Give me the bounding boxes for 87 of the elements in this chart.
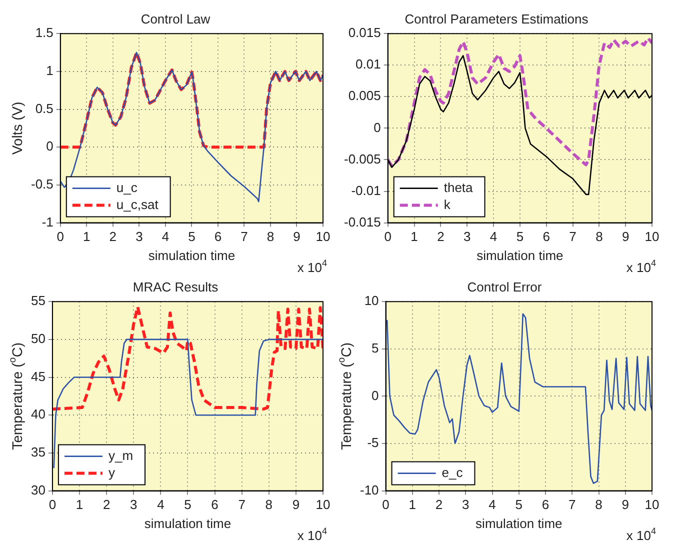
y-tick-label: 0.015 <box>348 25 381 40</box>
line-series <box>60 51 323 149</box>
y-tick-label: 35 <box>30 444 46 460</box>
x-tick-label: 10 <box>644 497 660 512</box>
x-axis-title: simulation time <box>144 516 232 531</box>
x-axis-title: simulation time <box>476 248 564 263</box>
x-tick-label: 2 <box>109 229 117 244</box>
y-tick-label: 55 <box>30 293 46 308</box>
y-tick-label: -0.01 <box>351 182 381 198</box>
legend-label: k <box>444 196 451 212</box>
x-tick-label: 4 <box>157 497 164 512</box>
x-tick-label: 5 <box>188 229 196 244</box>
y-tick-label: 30 <box>30 482 46 498</box>
x-tick-label: 5 <box>516 229 524 244</box>
y-tick-label: -5 <box>367 435 379 450</box>
x-tick-label: 7 <box>238 497 246 512</box>
x-tick-label: 1 <box>408 497 416 512</box>
y-tick-label: 5 <box>372 340 379 356</box>
legend-label: theta <box>444 180 474 195</box>
chart-title: Control Law <box>140 11 211 26</box>
y-tick-label: -0.005 <box>344 151 381 166</box>
chart-title: Control Parameters Estimations <box>404 11 589 26</box>
x-tick-label: 7 <box>568 497 576 512</box>
x-tick-label: 4 <box>488 497 496 512</box>
y-tick-label: 0 <box>46 138 54 154</box>
x-tick-label: 1 <box>410 229 418 244</box>
x-tick-label: 10 <box>316 497 330 512</box>
x-tick-label: 3 <box>130 497 138 512</box>
legend-label: u_c,sat <box>116 196 159 212</box>
x-tick-label: 9 <box>293 229 300 244</box>
x-tick-label: 9 <box>622 229 630 244</box>
x-tick-label: 1 <box>76 497 84 512</box>
y-tick-label: 0 <box>374 120 381 135</box>
x-tick-label: 3 <box>463 229 471 244</box>
x-tick-label: 10 <box>316 229 330 244</box>
y-tick-label: 45 <box>30 368 46 384</box>
x-tick-label: 0 <box>56 229 64 244</box>
y-tick-label: 0 <box>372 388 379 403</box>
x-tick-label: 2 <box>437 229 444 244</box>
y-axis-title: Temperature (oC) <box>8 342 25 450</box>
y-tick-label: -10 <box>360 482 379 498</box>
legend-label: y <box>108 464 116 480</box>
chart-title: MRAC Results <box>132 279 219 294</box>
y-tick-label: 40 <box>30 406 46 422</box>
y-axis-title: Temperature (oC) <box>336 342 354 450</box>
x-tick-label: 9 <box>622 497 629 512</box>
x-tick-label: 0 <box>384 229 392 244</box>
x-tick-label: 3 <box>136 229 143 244</box>
y-tick-label: 50 <box>30 331 46 346</box>
x-tick-label: 8 <box>596 229 603 244</box>
x-tick-label: 7 <box>569 229 576 244</box>
y-tick-label: 1.5 <box>35 25 54 40</box>
x-tick-label: 6 <box>542 497 550 512</box>
legend-label: e_c <box>442 464 464 480</box>
x-tick-label: 6 <box>214 229 222 244</box>
x-tick-label: 10 <box>644 229 660 244</box>
x-tick-label: 3 <box>462 497 470 512</box>
x-axis-title: simulation time <box>148 248 236 263</box>
y-tick-label: -0.015 <box>344 214 381 230</box>
legend-label: y_m <box>108 448 134 463</box>
y-axis-title: Volts (V) <box>9 102 25 155</box>
x-axis-title: simulation time <box>476 516 562 531</box>
x-tick-label: 1 <box>83 229 90 244</box>
x-tick-label: 2 <box>102 497 110 512</box>
x-tick-label: 6 <box>542 229 550 244</box>
y-tick-label: -0.5 <box>30 176 54 192</box>
legend-label: u_c <box>116 180 138 195</box>
y-tick-label: 10 <box>364 293 379 308</box>
x-tick-label: 8 <box>266 229 274 244</box>
x-tick-label: 4 <box>162 229 170 244</box>
y-tick-label: -1 <box>42 214 54 230</box>
x-tick-label: 7 <box>240 229 248 244</box>
y-tick-label: 0.005 <box>348 88 381 104</box>
y-tick-label: 0.5 <box>35 100 54 116</box>
x-tick-label: 8 <box>595 497 602 512</box>
y-tick-label: 0.01 <box>356 56 381 72</box>
x-tick-label: 5 <box>515 497 523 512</box>
chart-title: Control Error <box>467 279 542 294</box>
x-tick-label: 6 <box>211 497 218 512</box>
x-tick-label: 8 <box>265 497 273 512</box>
x-tick-label: 2 <box>435 497 443 512</box>
line-series <box>388 36 652 168</box>
y-tick-label: 1 <box>46 63 54 78</box>
x-tick-label: 5 <box>184 497 192 512</box>
x-tick-label: 4 <box>490 229 498 244</box>
line-series <box>52 305 323 411</box>
x-tick-label: 9 <box>292 497 300 512</box>
